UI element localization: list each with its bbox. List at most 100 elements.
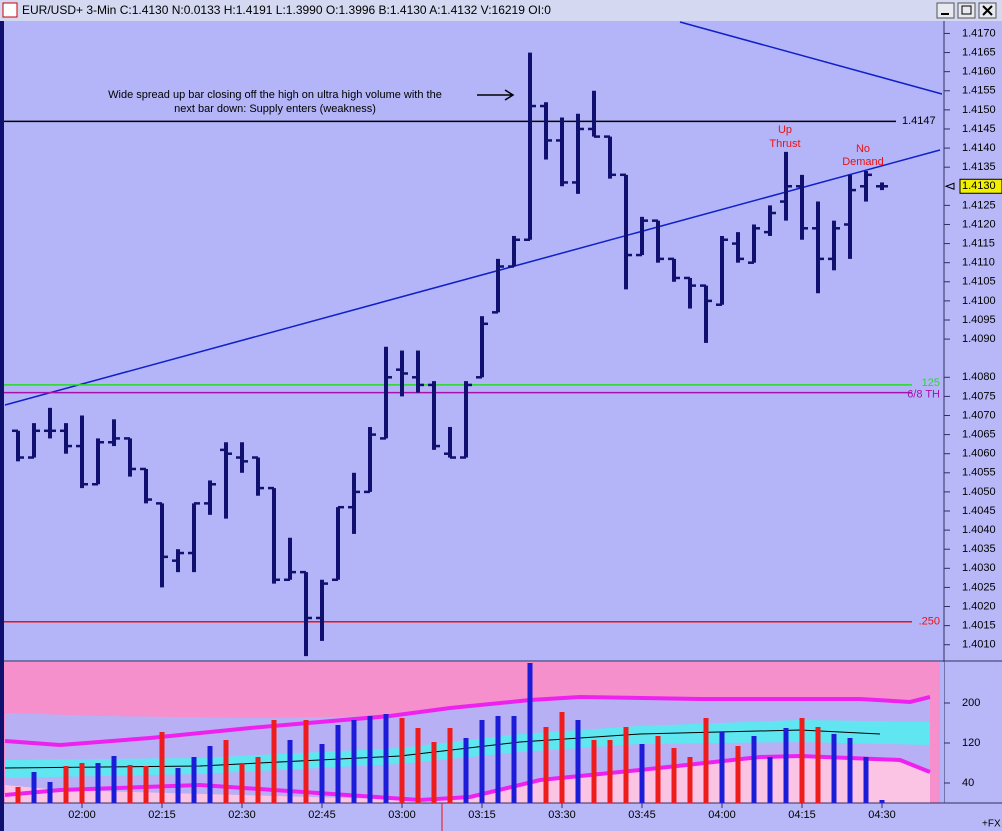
x-tick-label: 03:30 (548, 809, 576, 821)
y-tick-label: 1.4170 (962, 27, 996, 39)
volume-bar (447, 728, 453, 803)
volume-bar (207, 746, 213, 803)
x-tick-label: 03:45 (628, 809, 656, 821)
volume-bar (79, 763, 85, 803)
volume-bar (335, 725, 341, 803)
volume-bar (47, 782, 53, 803)
volume-bar (863, 757, 869, 803)
y-tick-label: 1.4150 (962, 104, 996, 116)
y-tick-label: 1.4120 (962, 218, 996, 230)
x-tick-label: 04:15 (788, 809, 816, 821)
x-tick-label: 02:30 (228, 809, 256, 821)
volume-bar (735, 746, 741, 803)
footer-label: +FX (982, 819, 1001, 830)
volume-bar (255, 757, 261, 803)
x-tick-label: 02:45 (308, 809, 336, 821)
y-tick-label: 1.4070 (962, 409, 996, 421)
y-tick-label: 1.4090 (962, 333, 996, 345)
y-tick-label: 1.4025 (962, 581, 996, 593)
x-tick-label: 04:00 (708, 809, 736, 821)
volume-bar (351, 720, 357, 803)
frame-border (0, 21, 4, 831)
y-tick-label: 1.4110 (962, 257, 995, 269)
volume-bar (511, 716, 517, 803)
volume-bar (479, 720, 485, 803)
y-tick-label: 1.4160 (962, 66, 996, 78)
price-panel (4, 21, 944, 661)
volume-bar (271, 720, 277, 803)
volume-bar (287, 740, 293, 803)
annotation: Demand (842, 156, 884, 168)
y-tick-label: 1.4140 (962, 142, 996, 154)
window-title: EUR/USD+ 3-Min C:1.4130 N:0.0133 H:1.419… (22, 3, 551, 17)
volume-bar (703, 718, 709, 803)
volume-bar (655, 736, 661, 803)
volume-bar (31, 772, 37, 803)
last-price-pointer (944, 182, 955, 190)
volume-bar (543, 727, 549, 803)
y-tick-label: 1.4075 (962, 390, 996, 402)
volume-bar (575, 720, 581, 803)
volume-bar (383, 714, 389, 803)
annotation-arrow (477, 89, 515, 101)
volume-bar (783, 728, 789, 803)
volume-bar (63, 766, 69, 803)
trend-line (679, 21, 943, 95)
volume-bar (623, 727, 629, 803)
y-tick-label: 40 (962, 777, 974, 789)
volume-bar (719, 732, 725, 803)
level-label: .250 (919, 616, 940, 628)
y-tick-label: 1.4105 (962, 276, 996, 288)
y-tick-label: 1.4015 (962, 620, 996, 632)
x-tick-label: 03:15 (468, 809, 496, 821)
volume-bar (831, 734, 837, 803)
y-tick-label: 1.4125 (962, 199, 996, 211)
y-tick-label: 1.4045 (962, 505, 996, 517)
y-tick-label: 1.4035 (962, 543, 996, 555)
volume-bar (367, 716, 373, 803)
x-tick-label: 03:00 (388, 809, 416, 821)
level-label: 6/8 TH (907, 388, 940, 400)
level-label: 125 (922, 377, 940, 389)
volume-bar (143, 766, 149, 803)
maximize-button[interactable] (957, 2, 976, 19)
volume-bar (159, 732, 165, 803)
volume-bar (111, 756, 117, 803)
y-tick-label: 1.4055 (962, 467, 996, 479)
y-tick-label: 1.4155 (962, 85, 996, 97)
annotation: Thrust (769, 138, 800, 150)
y-tick-label: 1.4050 (962, 486, 996, 498)
volume-bar (175, 768, 181, 803)
minimize-button[interactable] (936, 2, 955, 19)
y-tick-label: 1.4065 (962, 429, 996, 441)
volume-bar (463, 738, 469, 803)
volume-bar (319, 744, 325, 803)
volume-bar (607, 740, 613, 803)
last-price-tag (959, 178, 1002, 194)
volume-bar (239, 763, 245, 803)
y-tick-label: 1.4040 (962, 524, 996, 536)
y-tick-label: 1.4095 (962, 314, 996, 326)
y-tick-label: 1.4020 (962, 600, 996, 612)
y-tick-label: 1.4080 (962, 371, 996, 383)
y-tick-label: 1.4165 (962, 46, 996, 58)
annotation: next bar down: Supply enters (weakness) (174, 103, 376, 115)
y-tick-label: 1.4100 (962, 295, 996, 307)
y-tick-label: 1.4010 (962, 639, 996, 651)
volume-bar (191, 757, 197, 803)
x-tick-label: 02:00 (68, 809, 96, 821)
volume-bar (815, 727, 821, 803)
title-bar (0, 0, 1002, 21)
volume-bar (687, 757, 693, 803)
y-tick-label: 1.4135 (962, 161, 996, 173)
volume-bar (399, 718, 405, 803)
volume-bar (415, 728, 421, 803)
volume-bar (303, 720, 309, 803)
volume-bar (527, 663, 533, 803)
annotation: Wide spread up bar closing off the high … (108, 89, 442, 101)
y-tick-label: 200 (962, 697, 980, 709)
volume-bar (15, 787, 21, 803)
volume-bar (671, 748, 677, 803)
volume-bar (879, 800, 885, 803)
